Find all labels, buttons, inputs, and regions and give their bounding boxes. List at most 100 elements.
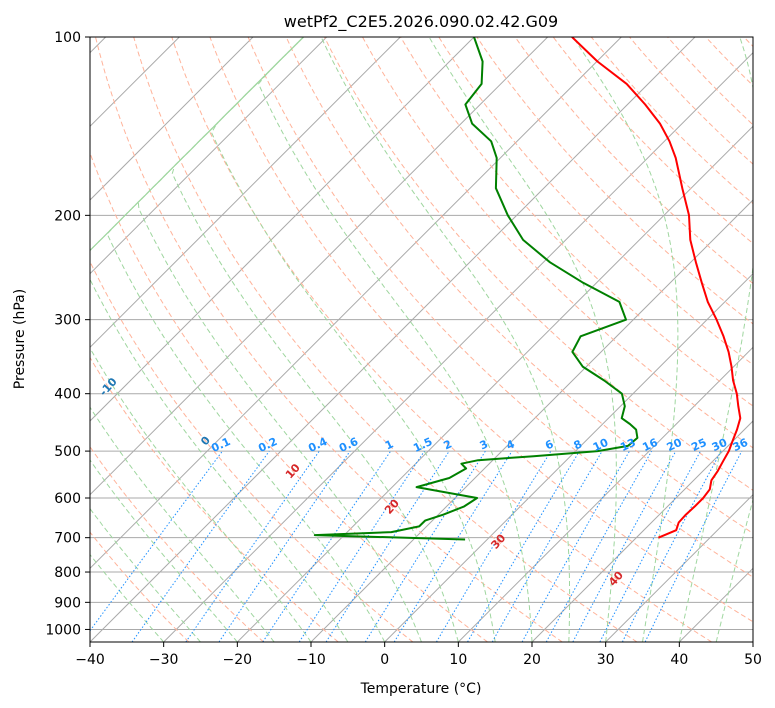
mixing-ratio-label: 10 (591, 436, 611, 454)
moist-adiabat (90, 37, 304, 642)
mixing-ratio-label: 30 (710, 436, 730, 454)
dry-adiabat-label: 40 (606, 568, 626, 588)
mixing-ratio-line (467, 450, 580, 642)
mixing-ratio-label: 0.4 (306, 435, 329, 455)
y-tick-label: 800 (54, 565, 81, 581)
isotherm-gridline (236, 125, 753, 642)
dry-adiabat (133, 37, 638, 642)
moist-adiabat (90, 37, 304, 642)
isotherm-gridline (90, 37, 696, 642)
moist-adiabat (428, 37, 617, 642)
y-tick-label: 300 (54, 313, 81, 329)
moist-adiabat (106, 37, 386, 642)
dry-adiabat (362, 37, 753, 449)
y-tick-label: 900 (54, 595, 81, 611)
mixing-ratio-line (644, 450, 743, 642)
moist-adiabat (90, 37, 304, 642)
mixing-ratio-line (521, 450, 630, 642)
isotherm-gridline (531, 420, 753, 642)
series-layer (313, 37, 742, 541)
dry-adiabat (90, 531, 190, 642)
axes: −40 −30 −20 −10 0 10 20 30 40 50 1000 900 800 700 600 5… (45, 30, 762, 668)
temperature-profile (571, 37, 742, 539)
isotherm-gridline (310, 199, 753, 642)
mixing-ratio-label: 13 (618, 436, 637, 454)
isotherm-gridline (457, 346, 753, 642)
dry-adiabat (90, 445, 264, 642)
mixing-ratio-label: 25 (689, 436, 708, 454)
y-axis-title: Pressure (hPa) (12, 289, 28, 389)
dry-adiabat (438, 37, 753, 366)
chart-title: wetPf2_C2E5.2026.090.02.42.G09 (284, 12, 558, 32)
mixing-ratio-label: 6 (543, 437, 556, 452)
y-tick-label: 100 (54, 30, 81, 46)
y-tick-label: 500 (54, 444, 81, 460)
x-tick-label: −30 (149, 652, 179, 668)
y-tick-label: 1000 (45, 622, 81, 638)
y-tick-label: 700 (54, 531, 81, 547)
x-tick-label: −10 (296, 652, 326, 668)
mixing-ratio-line (572, 450, 677, 642)
mixing-ratio-line (325, 450, 450, 642)
mixing-ratio-label: 1.5 (411, 435, 434, 455)
dry-adiabat (590, 37, 753, 205)
moist-adiabat (171, 37, 459, 642)
dewpoint-profile (313, 37, 639, 541)
mixing-ratio-line (131, 450, 270, 642)
background-lines (90, 37, 753, 642)
x-tick-label: −40 (75, 652, 105, 668)
x-axis-title: Temperature (°C) (360, 681, 482, 697)
mixing-ratio-label: 0.6 (337, 435, 360, 455)
dry-adiabat (285, 37, 753, 534)
dry-adiabat (171, 37, 712, 642)
mixing-ratio-label: 36 (731, 436, 751, 454)
isotherm-gridline (90, 37, 254, 201)
mixing-ratio-line (545, 450, 653, 642)
mixing-ratio-label: 0.1 (209, 435, 232, 455)
mixing-ratio-label: 0.2 (256, 435, 279, 455)
mixing-ratio-line (364, 450, 486, 642)
isotherm-gridline (90, 37, 622, 570)
isotherm-gridline (605, 493, 753, 642)
moist-adiabat (572, 37, 679, 642)
x-tick-label: 0 (380, 652, 389, 668)
moist-adiabat (90, 37, 312, 642)
mixing-ratio-label: 16 (640, 436, 660, 454)
mixing-ratio-line (298, 450, 425, 642)
y-tick-label: 400 (54, 387, 81, 403)
mixing-ratio-line (185, 450, 320, 642)
dry-adiabat (705, 37, 753, 87)
moist-adiabat (715, 497, 753, 642)
dry-adiabat (667, 37, 753, 126)
moist-adiabat (257, 37, 533, 642)
dry-adiabat (209, 37, 753, 623)
isotherm-gridline (752, 641, 753, 642)
dry-adiabat (90, 151, 488, 642)
x-tick-label: 50 (744, 652, 762, 668)
isotherm-gridline (90, 37, 549, 496)
moist-adiabat (320, 37, 571, 642)
isotherm-gridline (90, 37, 328, 275)
isotherm-gridline (90, 37, 401, 349)
x-tick-label: 30 (597, 652, 615, 668)
mixing-ratio-line (262, 450, 392, 642)
dry-adiabat-label: 30 (488, 531, 508, 551)
mixing-ratio-label: 1 (383, 437, 395, 452)
x-tick-label: 40 (670, 652, 688, 668)
dry-adiabat (514, 37, 753, 285)
dry-adiabat (400, 37, 753, 407)
moist-adiabat (90, 37, 304, 642)
dry-adiabat-label: 20 (382, 496, 402, 516)
moist-adiabat (90, 37, 349, 642)
mixing-ratio-label: 2 (442, 437, 454, 452)
mixing-ratio-line (435, 450, 552, 642)
dry-adiabat (90, 260, 414, 642)
dry-adiabat (95, 37, 563, 642)
mixing-ratio-line (90, 450, 223, 632)
mixing-ratio-line (218, 450, 351, 642)
y-tick-label: 600 (54, 491, 81, 507)
moist-adiabat (678, 37, 753, 642)
moist-adiabat (210, 37, 496, 642)
dry-adiabat (90, 356, 339, 642)
